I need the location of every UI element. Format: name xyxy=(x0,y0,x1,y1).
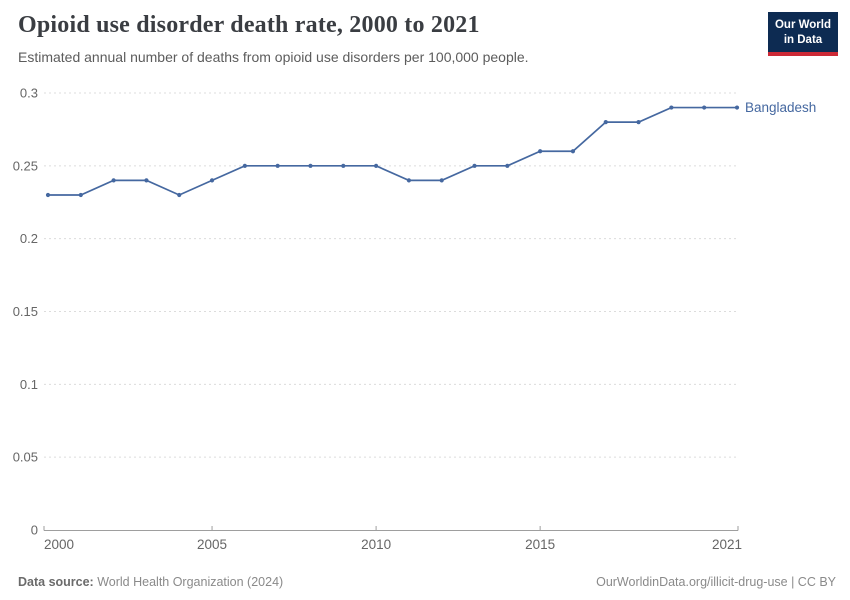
data-point xyxy=(341,163,346,168)
y-axis-tick-label: 0 xyxy=(31,523,38,538)
x-axis-tick-label: 2000 xyxy=(44,537,74,552)
data-point xyxy=(472,163,477,168)
x-axis-tick-label: 2010 xyxy=(361,537,391,552)
x-axis-tick-label: 2021 xyxy=(712,537,742,552)
data-point xyxy=(636,120,641,125)
data-line-bangladesh xyxy=(48,106,737,196)
data-point xyxy=(242,163,247,168)
y-axis-tick-label: 0.3 xyxy=(20,86,38,101)
data-point xyxy=(734,105,740,110)
y-axis-tick-label: 0.1 xyxy=(20,377,38,392)
data-point xyxy=(275,163,280,168)
chart-header: Opioid use disorder death rate, 2000 to … xyxy=(18,12,838,65)
data-point xyxy=(669,105,674,110)
y-axis-tick-label: 0.2 xyxy=(20,231,38,246)
data-point xyxy=(570,149,576,154)
data-source: Data source: World Health Organization (… xyxy=(18,575,283,589)
data-point xyxy=(603,120,608,125)
data-point xyxy=(406,178,412,183)
data-point xyxy=(209,178,215,183)
data-point xyxy=(702,105,707,110)
logo-line-1: Our World xyxy=(774,19,831,31)
data-point xyxy=(45,192,51,198)
page-title: Opioid use disorder death rate, 2000 to … xyxy=(18,12,480,38)
x-axis-tick-label: 2005 xyxy=(197,537,227,552)
data-point xyxy=(308,163,313,168)
data-point xyxy=(538,149,543,154)
y-axis-tick-label: 0.05 xyxy=(13,450,38,465)
data-point xyxy=(505,163,510,168)
logo-line-2: in Data xyxy=(783,33,823,46)
x-axis-tick-label: 2015 xyxy=(525,537,555,552)
y-axis-tick-label: 0.15 xyxy=(13,304,38,319)
data-point xyxy=(111,178,116,183)
credit-link[interactable]: OurWorldinData.org/illicit-drug-use | CC… xyxy=(596,575,836,589)
series-label: Bangladesh xyxy=(745,100,816,115)
data-point xyxy=(78,192,83,198)
page-subtitle: Estimated annual number of deaths from o… xyxy=(18,49,529,65)
data-point xyxy=(144,178,149,183)
data-point xyxy=(373,163,379,168)
title-block: Opioid use disorder death rate, 2000 to … xyxy=(18,12,529,65)
data-point xyxy=(439,178,444,183)
data-source-value: World Health Organization (2024) xyxy=(97,575,284,589)
chart-footer: Data source: World Health Organization (… xyxy=(18,575,836,589)
owid-logo[interactable]: Our World in Data xyxy=(768,12,838,56)
data-point xyxy=(177,192,182,198)
y-axis-tick-label: 0.25 xyxy=(13,158,38,173)
data-source-label: Data source: xyxy=(18,575,94,589)
